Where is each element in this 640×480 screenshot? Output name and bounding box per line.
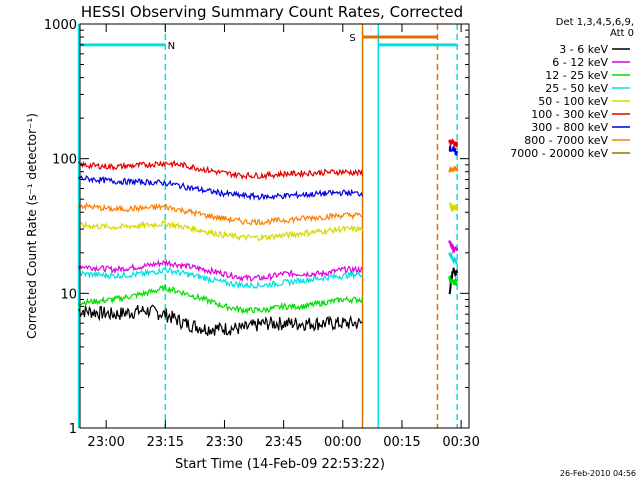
legend-label: 6 - 12 keV <box>552 56 608 69</box>
series-line <box>78 175 364 201</box>
legend-header: Att 0 <box>610 28 634 39</box>
series-line <box>78 219 364 242</box>
y-tick-label: 10 <box>60 287 77 302</box>
series-line-after <box>448 166 459 173</box>
series-line-after <box>448 145 459 157</box>
series-line-after <box>448 201 459 213</box>
plot-body: NS <box>77 24 459 428</box>
series-line-after <box>448 240 459 255</box>
legend-label: 50 - 100 keV <box>538 95 608 108</box>
series-12-25kev <box>78 275 459 315</box>
legend-label: 3 - 6 keV <box>559 43 608 56</box>
y-tick-label: 1000 <box>44 18 77 33</box>
legend-label: 800 - 7000 keV <box>524 134 608 147</box>
chart-title: HESSI Observing Summary Count Rates, Cor… <box>81 3 463 21</box>
x-tick-label: 00:15 <box>383 435 420 450</box>
state-label-s: S <box>349 33 355 44</box>
series-3-6kev <box>78 267 459 337</box>
y-axis: 1 10 100 1000 <box>44 18 469 437</box>
y-axis-label: Corrected Count Rate (s⁻¹ detector⁻¹) <box>25 113 39 339</box>
x-axis-label: Start Time (14-Feb-09 22:53:22) <box>175 457 385 472</box>
legend-label: 300 - 800 keV <box>531 121 608 134</box>
x-tick-label: 23:30 <box>206 435 243 450</box>
y-tick-label: 1 <box>69 422 77 437</box>
footer-timestamp: 26-Feb-2010 04:56 <box>560 469 636 478</box>
series-100-300kev <box>78 138 459 181</box>
series-800-7000kev <box>78 166 459 226</box>
x-axis: 23:00 23:15 23:30 23:45 00:00 00:15 00:30 <box>87 24 480 450</box>
legend-label: 25 - 50 keV <box>545 82 608 95</box>
series-line <box>78 283 364 315</box>
x-tick-label: 00:00 <box>324 435 361 450</box>
series-300-800kev <box>78 145 459 201</box>
x-tick-label: 23:00 <box>87 435 124 450</box>
legend-label: 100 - 300 keV <box>531 108 608 121</box>
x-tick-label: 23:15 <box>147 435 184 450</box>
x-tick-label: 23:45 <box>265 435 302 450</box>
legend-header: Det 1,3,4,5,6,9, <box>556 17 634 28</box>
series-line <box>78 259 363 283</box>
y-tick-label: 100 <box>52 153 77 168</box>
series-line-after <box>448 267 459 295</box>
series-line <box>78 159 364 181</box>
series-line-after <box>448 252 458 265</box>
series-line <box>78 201 364 226</box>
series-50-100kev <box>78 201 459 242</box>
series-line <box>78 267 364 290</box>
legend-label: 7000 - 20000 keV <box>510 147 608 160</box>
series-line-after <box>448 275 459 286</box>
x-tick-label: 00:30 <box>442 435 479 450</box>
series-25-50kev <box>78 252 458 290</box>
legend-label: 12 - 25 keV <box>545 69 608 82</box>
series-line-after <box>448 138 459 148</box>
state-label-n: N <box>168 41 175 52</box>
series-6-12kev <box>78 240 459 283</box>
plot-frame <box>79 23 470 429</box>
series-line <box>78 304 363 337</box>
